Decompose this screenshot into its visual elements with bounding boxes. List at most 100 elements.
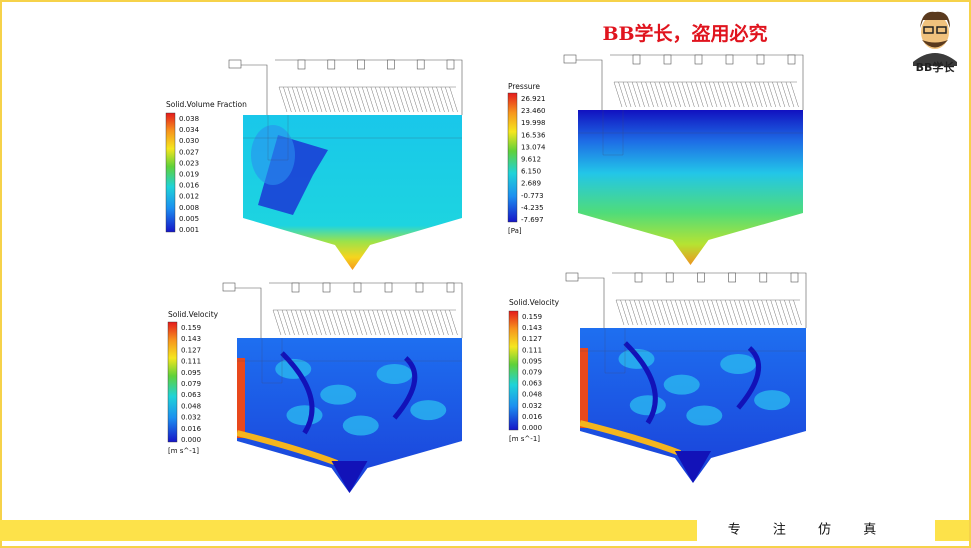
legend-label: 0.159 — [181, 324, 201, 332]
contour-streak — [237, 430, 339, 466]
notch — [353, 282, 362, 293]
legend-label: 0.032 — [522, 402, 542, 410]
contour-streak — [392, 356, 418, 420]
legend-label: 26.921 — [521, 95, 546, 103]
legend-label: 0.063 — [522, 380, 542, 388]
legend-unit: [m s^-1] — [509, 435, 540, 443]
notch — [759, 272, 768, 283]
watermark: BB学长，盗用必究 — [602, 22, 767, 45]
notch — [446, 282, 455, 293]
notch — [665, 272, 674, 283]
contour-blob — [720, 354, 757, 375]
footer-bar — [935, 520, 969, 541]
legend-label: 0.127 — [181, 346, 201, 354]
notch — [697, 272, 705, 283]
contour-blob — [251, 125, 295, 185]
legend-label: 0.016 — [181, 425, 202, 433]
plates — [272, 309, 458, 336]
legend-label: 0.034 — [179, 126, 200, 134]
baffle — [580, 328, 806, 374]
legend-label: 0.016 — [522, 413, 543, 421]
notch — [416, 59, 425, 70]
notch — [787, 54, 796, 65]
contour-streak — [580, 420, 682, 456]
legend-label: -4.235 — [521, 204, 544, 212]
legend-label: 0.079 — [522, 369, 542, 377]
notch — [728, 272, 736, 283]
contour-blob — [320, 384, 357, 405]
legend-label: -0.773 — [521, 192, 544, 200]
legend-label: 19.998 — [521, 119, 546, 127]
avatar: BB学长 — [908, 8, 962, 74]
legend-label: 0.023 — [179, 159, 199, 167]
legend-label: 13.074 — [521, 143, 546, 151]
notch — [446, 59, 455, 70]
legend-label: 0.038 — [179, 115, 199, 123]
contour-blob — [629, 395, 666, 416]
contour-streak — [623, 341, 658, 425]
legend-label: 0.012 — [179, 193, 199, 201]
legend-label: 0.000 — [522, 424, 542, 432]
color-bar — [507, 92, 518, 223]
tank-outline — [576, 54, 804, 110]
legend-label: 0.027 — [179, 148, 199, 156]
contour-edge — [237, 358, 245, 438]
legend-label: 6.150 — [521, 168, 541, 176]
contour-streak — [736, 346, 761, 410]
legend-label: 0.005 — [179, 215, 199, 223]
contour-blob — [376, 364, 413, 385]
legend-label: 0.143 — [522, 324, 542, 332]
legend-title: Pressure — [508, 82, 540, 91]
legend-label: 0.000 — [181, 436, 201, 444]
contour-blob — [663, 374, 700, 395]
notch — [756, 54, 765, 65]
legend-label: 0.001 — [179, 226, 199, 234]
notch — [322, 282, 331, 293]
plates — [613, 81, 799, 108]
legend-title: Solid.Velocity — [168, 310, 219, 319]
plates — [278, 86, 458, 113]
tank-outline — [241, 59, 463, 115]
notch — [387, 59, 395, 70]
legend-label: 0.048 — [181, 402, 201, 410]
legend-label: 2.689 — [521, 180, 541, 188]
contour-edge — [331, 461, 368, 493]
tank-outline — [235, 282, 463, 338]
legend-label: 0.095 — [522, 357, 542, 365]
legend-label: 0.016 — [179, 182, 200, 190]
notch — [790, 272, 799, 283]
contour-edge — [580, 348, 588, 428]
notch — [725, 54, 734, 65]
legend-label: 9.612 — [521, 156, 541, 164]
color-bar — [165, 112, 176, 233]
notch — [297, 59, 306, 70]
notch — [663, 54, 672, 65]
contour-blob — [342, 415, 379, 436]
contour-blob — [410, 400, 447, 421]
legend-label: 0.095 — [181, 369, 201, 377]
legend-label: 0.143 — [181, 335, 201, 343]
inlet — [563, 54, 577, 64]
color-bar — [508, 310, 519, 431]
legend-label: 0.063 — [181, 391, 201, 399]
notch — [291, 282, 300, 293]
legend-label: 0.127 — [522, 335, 542, 343]
legend-label: 23.460 — [521, 107, 546, 115]
contour-blob — [286, 405, 323, 426]
legend-unit: [Pa] — [508, 227, 522, 235]
legend-title: Solid.Volume Fraction — [166, 100, 247, 109]
contour-streak — [280, 351, 315, 435]
legend-label: 0.019 — [179, 171, 199, 179]
legend-label: 0.079 — [181, 380, 201, 388]
inlet — [565, 272, 579, 282]
color-bar — [167, 321, 178, 443]
legend-unit: [m s^-1] — [168, 447, 199, 455]
inlet — [222, 282, 236, 292]
contour-blob — [754, 390, 791, 411]
legend-label: 0.111 — [181, 358, 201, 366]
legend-label: -7.697 — [521, 216, 544, 224]
baffle — [578, 110, 803, 156]
notch — [694, 54, 703, 65]
